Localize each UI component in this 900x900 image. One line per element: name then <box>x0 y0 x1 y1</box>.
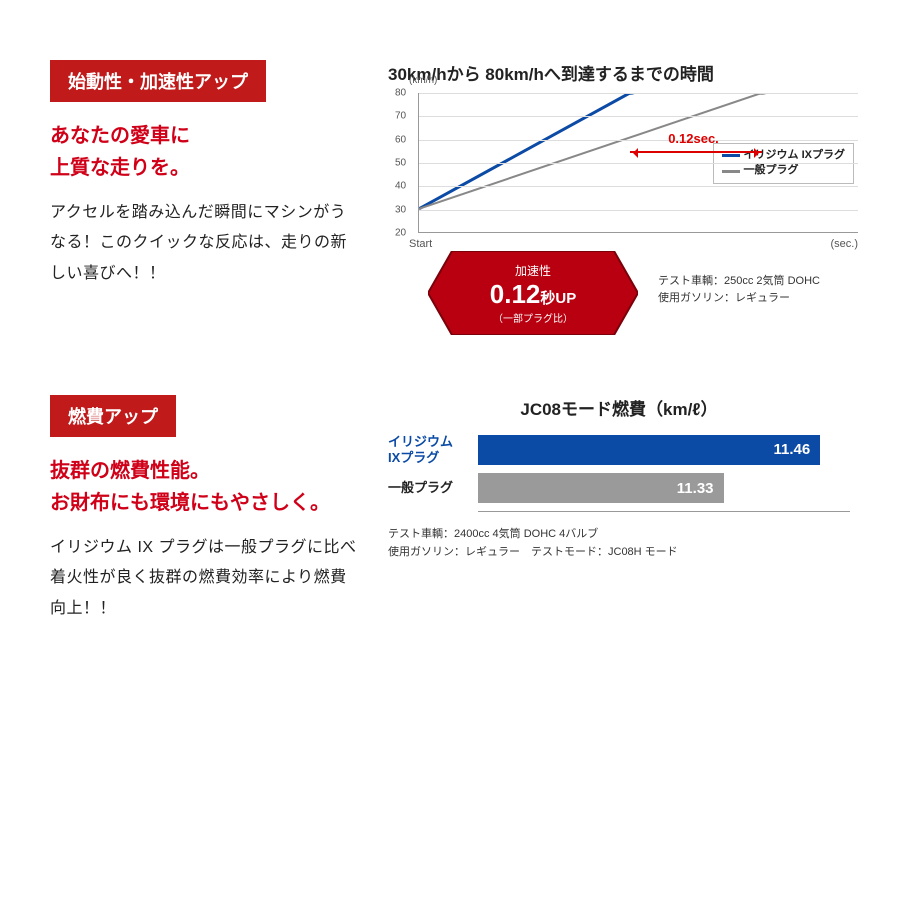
section-fuel: 燃費アップ 抜群の燃費性能。お財布にも環境にもやさしく。 イリジウム IX プラ… <box>50 395 850 624</box>
legend-row: 一般プラグ <box>722 163 845 178</box>
bar-label: イリジウムIXプラグ <box>388 434 478 465</box>
hex-callout: 加速性 0.12秒UP （一部プラグ比） <box>428 251 638 335</box>
x-axis-start: Start <box>409 238 432 250</box>
test-note: テスト車輌：250cc 2気筒 DOHC使用ガソリン：レギュラー <box>658 273 820 306</box>
callout-line2: 0.12秒UP <box>490 279 576 310</box>
test-note: テスト車輌：2400cc 4気筒 DOHC 4バルブ使用ガソリン：レギュラー テ… <box>388 526 850 561</box>
grid-line <box>419 210 858 211</box>
body-text: アクセルを踏み込んだ瞬間にマシンがうなる！このクイックな反応は、走りの新しい喜び… <box>50 198 360 289</box>
legend-label: 一般プラグ <box>744 163 799 178</box>
legend-swatch <box>722 154 740 157</box>
y-tick-label: 60 <box>395 134 406 145</box>
bar-chart-title: JC08モード燃費（km/ℓ） <box>388 395 850 420</box>
section-badge: 燃費アップ <box>50 395 176 437</box>
callout-row: 加速性 0.12秒UP （一部プラグ比） テスト車輌：250cc 2気筒 DOH… <box>388 251 858 335</box>
section-badge: 始動性・加速性アップ <box>50 60 266 102</box>
callout-unit: 秒UP <box>540 290 576 307</box>
y-tick-label: 20 <box>395 228 406 239</box>
bar-fill: 11.46 <box>478 435 820 465</box>
callout-value: 0.12 <box>490 279 541 309</box>
diff-label: 0.12sec. <box>668 131 719 146</box>
series-line <box>419 93 630 209</box>
bar-track: 11.46 <box>478 435 850 465</box>
grid-line <box>419 93 858 94</box>
legend-row: イリジウム IXプラグ <box>722 148 845 163</box>
bar-axis <box>478 511 850 512</box>
bar-row: 一般プラグ11.33 <box>388 473 850 503</box>
y-tick-label: 30 <box>395 204 406 215</box>
right-column: JC08モード燃費（km/ℓ） イリジウムIXプラグ11.46一般プラグ11.3… <box>388 395 850 624</box>
section-acceleration: 始動性・加速性アップ あなたの愛車に上質な走りを。 アクセルを踏み込んだ瞬間にマ… <box>50 60 850 335</box>
y-tick-label: 50 <box>395 158 406 169</box>
bar-label: 一般プラグ <box>388 480 478 496</box>
bar-chart: イリジウムIXプラグ11.46一般プラグ11.33 <box>388 434 850 512</box>
bar-track: 11.33 <box>478 473 850 503</box>
callout-line1: 加速性 <box>515 262 551 279</box>
left-column: 始動性・加速性アップ あなたの愛車に上質な走りを。 アクセルを踏み込んだ瞬間にマ… <box>50 60 360 335</box>
y-tick-label: 70 <box>395 111 406 122</box>
legend-swatch <box>722 170 740 173</box>
x-axis-unit: (sec.) <box>831 238 859 250</box>
grid-line <box>419 163 858 164</box>
headline: 抜群の燃費性能。お財布にも環境にもやさしく。 <box>50 455 360 519</box>
line-chart: (km/h) Start (sec.) イリジウム IXプラグ一般プラグ 807… <box>388 93 858 233</box>
left-column: 燃費アップ 抜群の燃費性能。お財布にも環境にもやさしく。 イリジウム IX プラ… <box>50 395 360 624</box>
y-tick-label: 40 <box>395 181 406 192</box>
grid-line <box>419 140 858 141</box>
diff-arrow <box>630 151 762 153</box>
bar-row: イリジウムIXプラグ11.46 <box>388 434 850 465</box>
body-text: イリジウム IX プラグは一般プラグに比べ着火性が良く抜群の燃費効率により燃費向… <box>50 533 360 624</box>
grid-line <box>419 186 858 187</box>
line-chart-title: 30km/hから 80km/hへ到達するまでの時間 <box>388 60 858 85</box>
y-axis-unit: (km/h) <box>409 75 437 86</box>
bar-fill: 11.33 <box>478 473 724 503</box>
right-column: 30km/hから 80km/hへ到達するまでの時間 (km/h) Start (… <box>388 60 858 335</box>
y-tick-label: 80 <box>395 88 406 99</box>
headline: あなたの愛車に上質な走りを。 <box>50 120 360 184</box>
callout-line3: （一部プラグ比） <box>493 310 573 325</box>
grid-line <box>419 116 858 117</box>
